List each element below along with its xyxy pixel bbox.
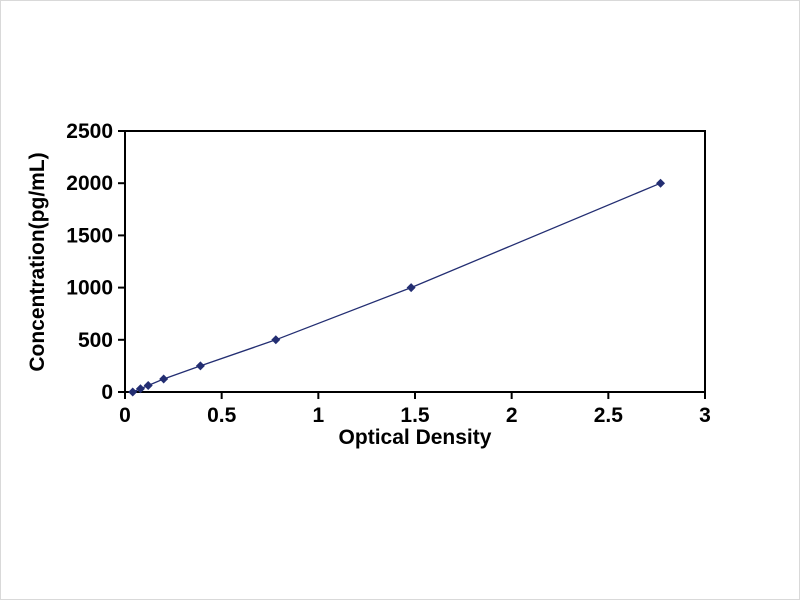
data-point-marker (128, 387, 138, 397)
y-tick-label: 0 (101, 381, 113, 404)
x-tick-label: 2.5 (594, 404, 624, 427)
y-tick-label: 2000 (66, 172, 113, 195)
data-point-marker (143, 380, 153, 390)
x-tick-label: 1.5 (400, 404, 430, 427)
x-tick-label: 1 (312, 404, 324, 427)
y-tick-label: 2500 (66, 120, 113, 143)
x-tick-label: 0 (119, 404, 131, 427)
data-point-marker (159, 374, 169, 384)
series-line (132, 182, 661, 393)
data-point-marker (406, 283, 416, 293)
data-point-marker (271, 335, 281, 345)
data-point-marker (656, 178, 666, 188)
plot-border (124, 130, 706, 393)
x-tick-label: 3 (699, 404, 711, 427)
x-tick-label: 0.5 (207, 404, 237, 427)
x-tick-label: 2 (506, 404, 518, 427)
y-tick-label: 1000 (66, 277, 113, 300)
y-tick-label: 500 (78, 329, 113, 352)
data-point-marker (135, 384, 145, 394)
data-point-marker (195, 361, 205, 371)
y-axis-title: Concentration(pg/mL) (26, 152, 49, 372)
x-axis-title: Optical Density (338, 426, 492, 449)
y-tick-label: 1500 (66, 224, 113, 247)
